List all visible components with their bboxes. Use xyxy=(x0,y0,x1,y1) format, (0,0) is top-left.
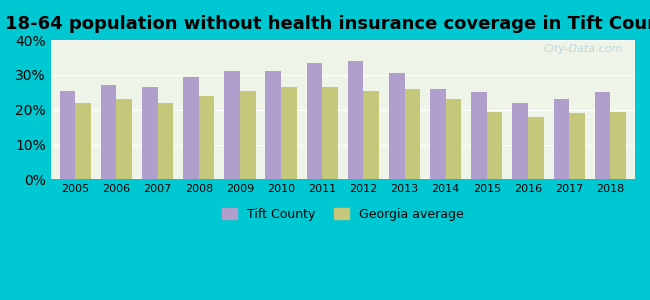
Bar xyxy=(142,87,157,179)
Bar xyxy=(610,112,626,179)
Bar xyxy=(554,99,569,179)
Bar xyxy=(240,91,255,179)
Bar xyxy=(404,89,420,179)
Bar xyxy=(389,73,404,179)
Bar xyxy=(307,63,322,179)
Bar xyxy=(471,92,487,179)
Bar xyxy=(348,61,363,179)
Bar xyxy=(322,87,338,179)
Bar xyxy=(75,103,91,179)
Bar xyxy=(281,87,296,179)
Bar xyxy=(101,85,116,179)
Bar xyxy=(183,77,199,179)
Title: 18-64 population without health insurance coverage in Tift County: 18-64 population without health insuranc… xyxy=(5,15,650,33)
Bar xyxy=(512,103,528,179)
Bar xyxy=(528,117,543,179)
Bar xyxy=(265,71,281,179)
Bar xyxy=(116,99,132,179)
Bar xyxy=(446,99,462,179)
Bar xyxy=(199,96,215,179)
Bar xyxy=(569,113,585,179)
Bar xyxy=(60,91,75,179)
Bar xyxy=(363,91,379,179)
Bar xyxy=(224,71,240,179)
Bar xyxy=(595,92,610,179)
Legend: Tift County, Georgia average: Tift County, Georgia average xyxy=(217,203,469,226)
Bar xyxy=(430,89,446,179)
Bar xyxy=(157,103,174,179)
Bar xyxy=(487,112,502,179)
Text: City-Data.com: City-Data.com xyxy=(544,44,623,54)
